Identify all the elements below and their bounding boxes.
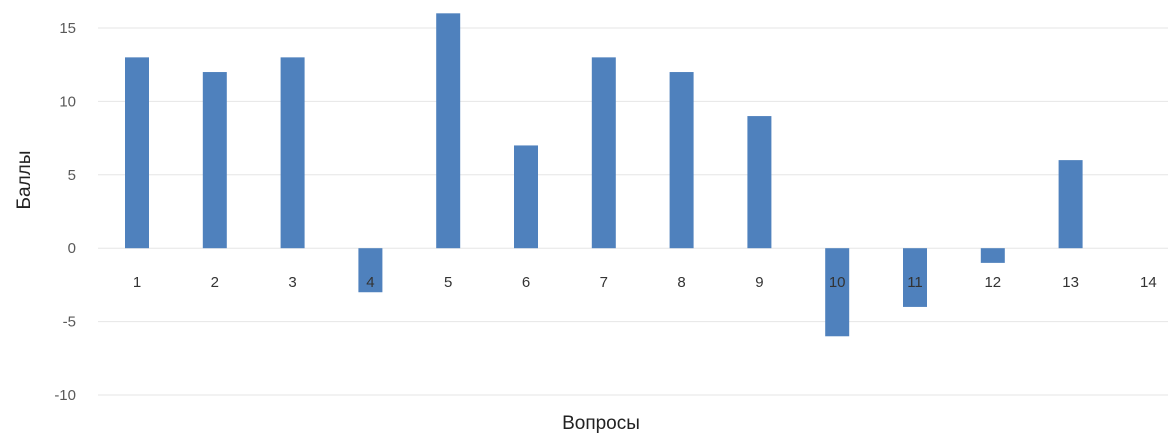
bar-3	[280, 57, 305, 249]
bars	[125, 13, 1083, 337]
bar-13	[1058, 160, 1083, 249]
x-category-label: 11	[907, 274, 923, 291]
bar-11	[903, 248, 927, 307]
bar-9	[747, 116, 772, 249]
x-category-label: 6	[522, 274, 530, 291]
bar-7	[591, 57, 616, 249]
bar-12	[980, 248, 1005, 263]
x-category-label: 1	[133, 274, 141, 291]
x-axis-title: Вопросы	[562, 413, 640, 434]
x-category-label: 12	[984, 274, 1001, 291]
bar-8	[669, 72, 694, 249]
y-tick-label: -5	[63, 314, 76, 331]
bar-6	[514, 145, 538, 249]
bar-10	[825, 248, 850, 337]
x-category-label: 7	[600, 274, 608, 291]
bar-2	[202, 72, 227, 249]
x-category-label: 10	[829, 274, 846, 291]
y-tick-label: 15	[59, 20, 76, 37]
y-axis-ticks: -10 -5 0 5 10 15	[54, 20, 76, 404]
x-axis-categories: 1 2 3 4 5 6 7 8 9 10 11 12 13 14	[133, 274, 1157, 291]
x-category-label: 8	[677, 274, 685, 291]
y-tick-label: -10	[54, 387, 76, 404]
y-tick-label: 0	[68, 240, 76, 257]
y-tick-label: 5	[68, 167, 76, 184]
bar-1	[125, 57, 149, 249]
x-category-label: 14	[1140, 274, 1157, 291]
x-category-label: 13	[1062, 274, 1079, 291]
x-category-label: 4	[366, 274, 374, 291]
gridlines	[98, 27, 1168, 396]
x-category-label: 3	[288, 274, 296, 291]
x-category-label: 2	[211, 274, 219, 291]
y-tick-label: 10	[59, 93, 76, 110]
x-category-label: 9	[755, 274, 763, 291]
y-axis-title: Баллы	[14, 151, 35, 210]
bar-4	[358, 248, 383, 293]
x-category-label: 5	[444, 274, 452, 291]
bar-5	[436, 13, 461, 249]
